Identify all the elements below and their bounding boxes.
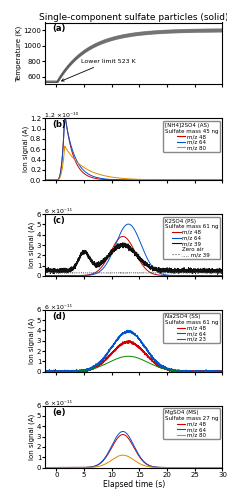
Text: 6 ×10⁻¹¹: 6 ×10⁻¹¹	[45, 305, 72, 310]
Legend: m/z 48, m/z 64, m/z 80: m/z 48, m/z 64, m/z 80	[163, 408, 220, 440]
Text: (b): (b)	[52, 120, 66, 129]
Title: Single-component sulfate particles (solid): Single-component sulfate particles (soli…	[39, 12, 227, 22]
Text: 1.2 ×10⁻¹⁰: 1.2 ×10⁻¹⁰	[45, 114, 79, 118]
Y-axis label: Ion signal (A): Ion signal (A)	[29, 222, 35, 268]
Text: 6 ×10⁻¹¹: 6 ×10⁻¹¹	[45, 400, 72, 406]
Y-axis label: Ion signal (A): Ion signal (A)	[29, 318, 35, 364]
Legend: m/z 48, m/z 64, m/z 23: m/z 48, m/z 64, m/z 23	[163, 312, 220, 344]
X-axis label: Elapsed time (s): Elapsed time (s)	[103, 480, 165, 490]
Text: (d): (d)	[52, 312, 66, 321]
Text: 6 ×10⁻¹¹: 6 ×10⁻¹¹	[45, 209, 72, 214]
Y-axis label: Ion signal (A): Ion signal (A)	[29, 414, 35, 460]
Y-axis label: Ion signal (A): Ion signal (A)	[22, 126, 29, 172]
Legend: m/z 48, m/z 64, m/z 80: m/z 48, m/z 64, m/z 80	[163, 121, 220, 152]
Text: Lower limit 523 K: Lower limit 523 K	[62, 58, 136, 81]
Legend: m/z 48, m/z 64, m/z 39, Zero air, .... m/z 39: m/z 48, m/z 64, m/z 39, Zero air, .... m…	[163, 217, 220, 259]
Y-axis label: Temperature (K): Temperature (K)	[15, 26, 22, 82]
Text: (a): (a)	[52, 24, 66, 34]
Text: (c): (c)	[52, 216, 65, 225]
Text: (e): (e)	[52, 408, 66, 416]
